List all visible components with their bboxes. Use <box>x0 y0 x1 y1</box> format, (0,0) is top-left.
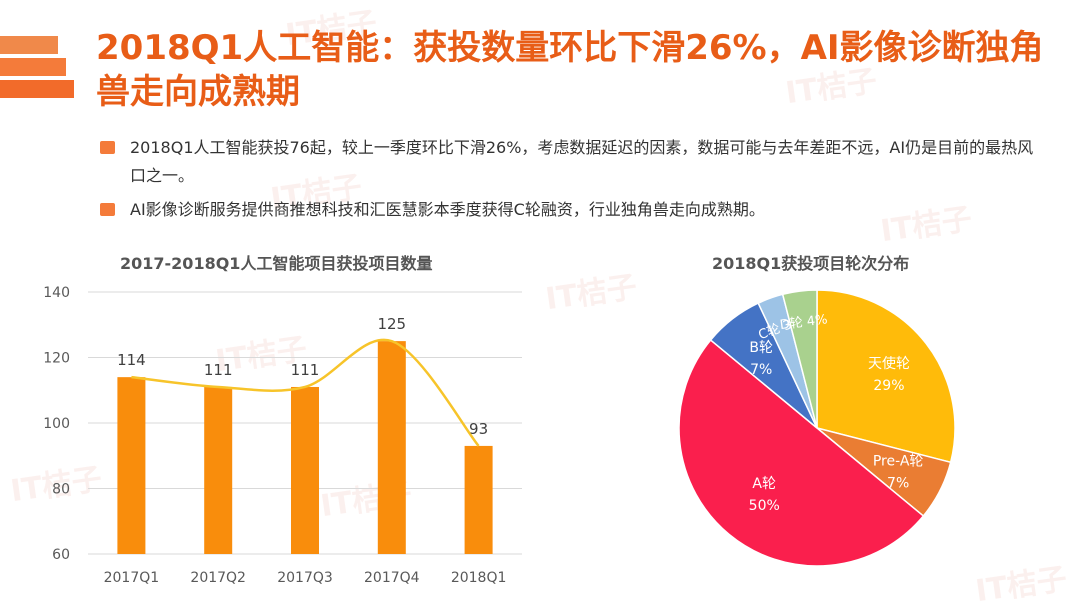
bullet-item: AI影像诊断服务提供商推想科技和汇医慧影本季度获得C轮融资，行业独角兽走向成熟期… <box>100 196 1040 224</box>
bullet-list: 2018Q1人工智能获投76起，较上一季度环比下滑26%，考虑数据延迟的因素，数… <box>100 134 1040 230</box>
bullet-text: AI影像诊断服务提供商推想科技和汇医慧影本季度获得C轮融资，行业独角兽走向成熟期… <box>130 200 765 219</box>
y-tick-label: 140 <box>43 285 70 301</box>
bar <box>117 377 146 554</box>
pie-slice <box>781 289 818 429</box>
slice-label-pct: 7% <box>887 475 909 491</box>
bullet-icon <box>100 141 115 154</box>
data-label: 111 <box>291 361 320 379</box>
bar <box>204 386 233 554</box>
data-label: 111 <box>204 361 233 379</box>
slice-label-pct: 7% <box>750 362 772 378</box>
page-title: 2018Q1人工智能：获投数量环比下滑26%，AI影像诊断独角兽走向成熟期 <box>96 28 1044 112</box>
slice-label: A轮 50% <box>749 476 780 514</box>
data-label: 114 <box>117 351 146 369</box>
bar <box>377 341 406 554</box>
y-tick-label: 120 <box>43 351 70 367</box>
slice-label-pct: 29% <box>873 378 904 394</box>
pie-slice <box>678 338 925 567</box>
bar-chart-title: 2017-2018Q1人工智能项目获投项目数量 <box>120 254 433 273</box>
slice-label: Pre-A轮 7% <box>873 453 924 491</box>
pie-slice <box>816 289 956 464</box>
header-stripe <box>0 36 58 54</box>
x-tick-label: 2017Q1 <box>104 570 160 586</box>
slice-label-name: B轮 <box>749 340 773 356</box>
bar <box>464 445 493 554</box>
pie-chart-title: 2018Q1获投项目轮次分布 <box>712 254 910 273</box>
trend-line <box>131 338 480 447</box>
bullet-text: 2018Q1人工智能获投76起，较上一季度环比下滑26%，考虑数据延迟的因素，数… <box>130 138 1034 185</box>
slice-label-text: D轮 4% <box>779 312 828 333</box>
header-stripe <box>0 80 74 98</box>
slice-label: B轮 7% <box>749 340 773 378</box>
bar <box>291 386 319 554</box>
slice-label-pct: 50% <box>749 498 780 514</box>
x-tick-label: 2017Q3 <box>277 570 333 586</box>
slice-label: D轮 4% <box>779 312 828 333</box>
x-tick-label: 2017Q4 <box>364 570 420 586</box>
y-tick-label: 100 <box>43 416 70 432</box>
data-label: 93 <box>469 420 488 438</box>
slice-label: 天使轮 29% <box>868 355 910 394</box>
y-tick-label: 80 <box>52 482 70 498</box>
bar-chart: 60 80 100 120 140 2017Q1 2017Q2 2017Q3 2017Q4 201… <box>43 285 522 586</box>
x-tick-label: 2018Q1 <box>451 570 507 586</box>
bullet-icon <box>100 203 115 216</box>
x-tick-label: 2017Q2 <box>190 570 246 586</box>
slice-label-name: Pre-A轮 <box>873 453 924 469</box>
slice-label-name: A轮 <box>752 476 776 492</box>
data-label: 125 <box>377 315 406 333</box>
bullet-item: 2018Q1人工智能获投76起，较上一季度环比下滑26%，考虑数据延迟的因素，数… <box>100 134 1040 190</box>
y-tick-label: 60 <box>52 547 70 563</box>
slice-label-name: 天使轮 <box>868 355 910 372</box>
header-stripe <box>0 58 66 76</box>
